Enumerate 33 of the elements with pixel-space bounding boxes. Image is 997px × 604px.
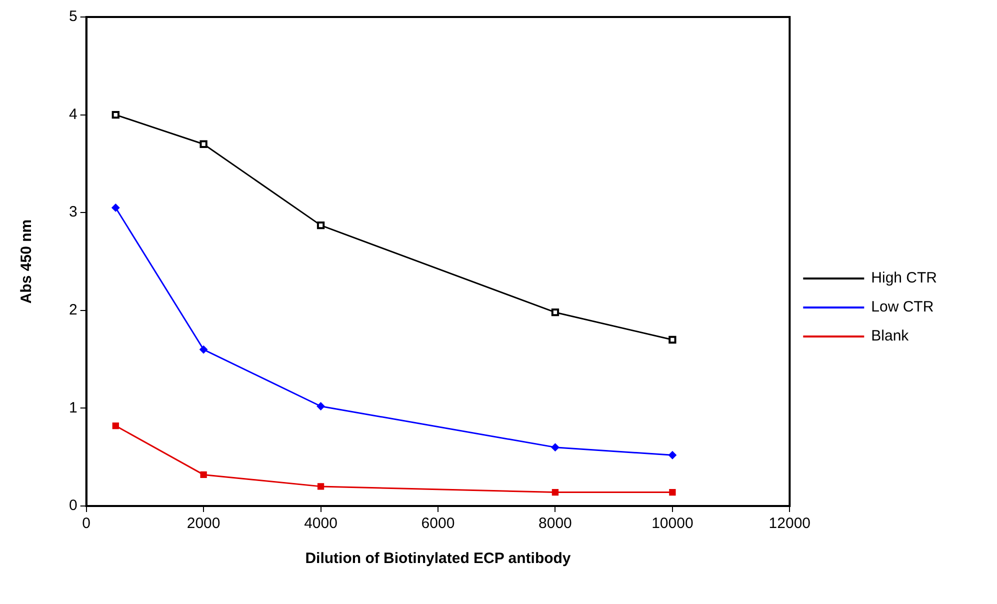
point bbox=[316, 402, 325, 410]
y-tick-label: 0 bbox=[69, 497, 78, 514]
x-axis-title: Dilution of Biotinylated ECP antibody bbox=[305, 550, 572, 568]
x-tick-label: 10000 bbox=[652, 515, 694, 532]
x-tick-label: 2000 bbox=[186, 515, 220, 532]
x-tick-label: 12000 bbox=[768, 515, 811, 532]
point bbox=[669, 488, 676, 496]
y-axis-title: Abs 450 nm bbox=[18, 219, 36, 304]
point bbox=[200, 140, 208, 148]
x-tick-label: 6000 bbox=[421, 515, 455, 532]
point bbox=[112, 204, 120, 212]
y-tick-label: 5 bbox=[69, 8, 78, 26]
point bbox=[317, 483, 324, 490]
legend-label: High CTR bbox=[871, 270, 938, 287]
x-tick-label: 8000 bbox=[538, 515, 572, 532]
legend-label: Low CTR bbox=[871, 298, 934, 316]
y-tick-label: 4 bbox=[69, 106, 78, 123]
point bbox=[551, 308, 560, 316]
y-tick-label: 2 bbox=[69, 302, 78, 319]
legend-label: Blank bbox=[871, 328, 910, 345]
point bbox=[668, 336, 676, 344]
x-tick-label: 4000 bbox=[304, 515, 338, 532]
point bbox=[200, 346, 208, 354]
point bbox=[668, 451, 676, 460]
y-tick-label: 1 bbox=[69, 399, 78, 416]
point bbox=[551, 443, 560, 452]
point bbox=[112, 422, 119, 430]
point bbox=[316, 221, 325, 230]
point bbox=[112, 110, 120, 119]
x-tick-label: 0 bbox=[82, 515, 91, 532]
y-tick-label: 3 bbox=[69, 204, 78, 221]
point bbox=[552, 488, 559, 496]
point bbox=[200, 471, 207, 478]
